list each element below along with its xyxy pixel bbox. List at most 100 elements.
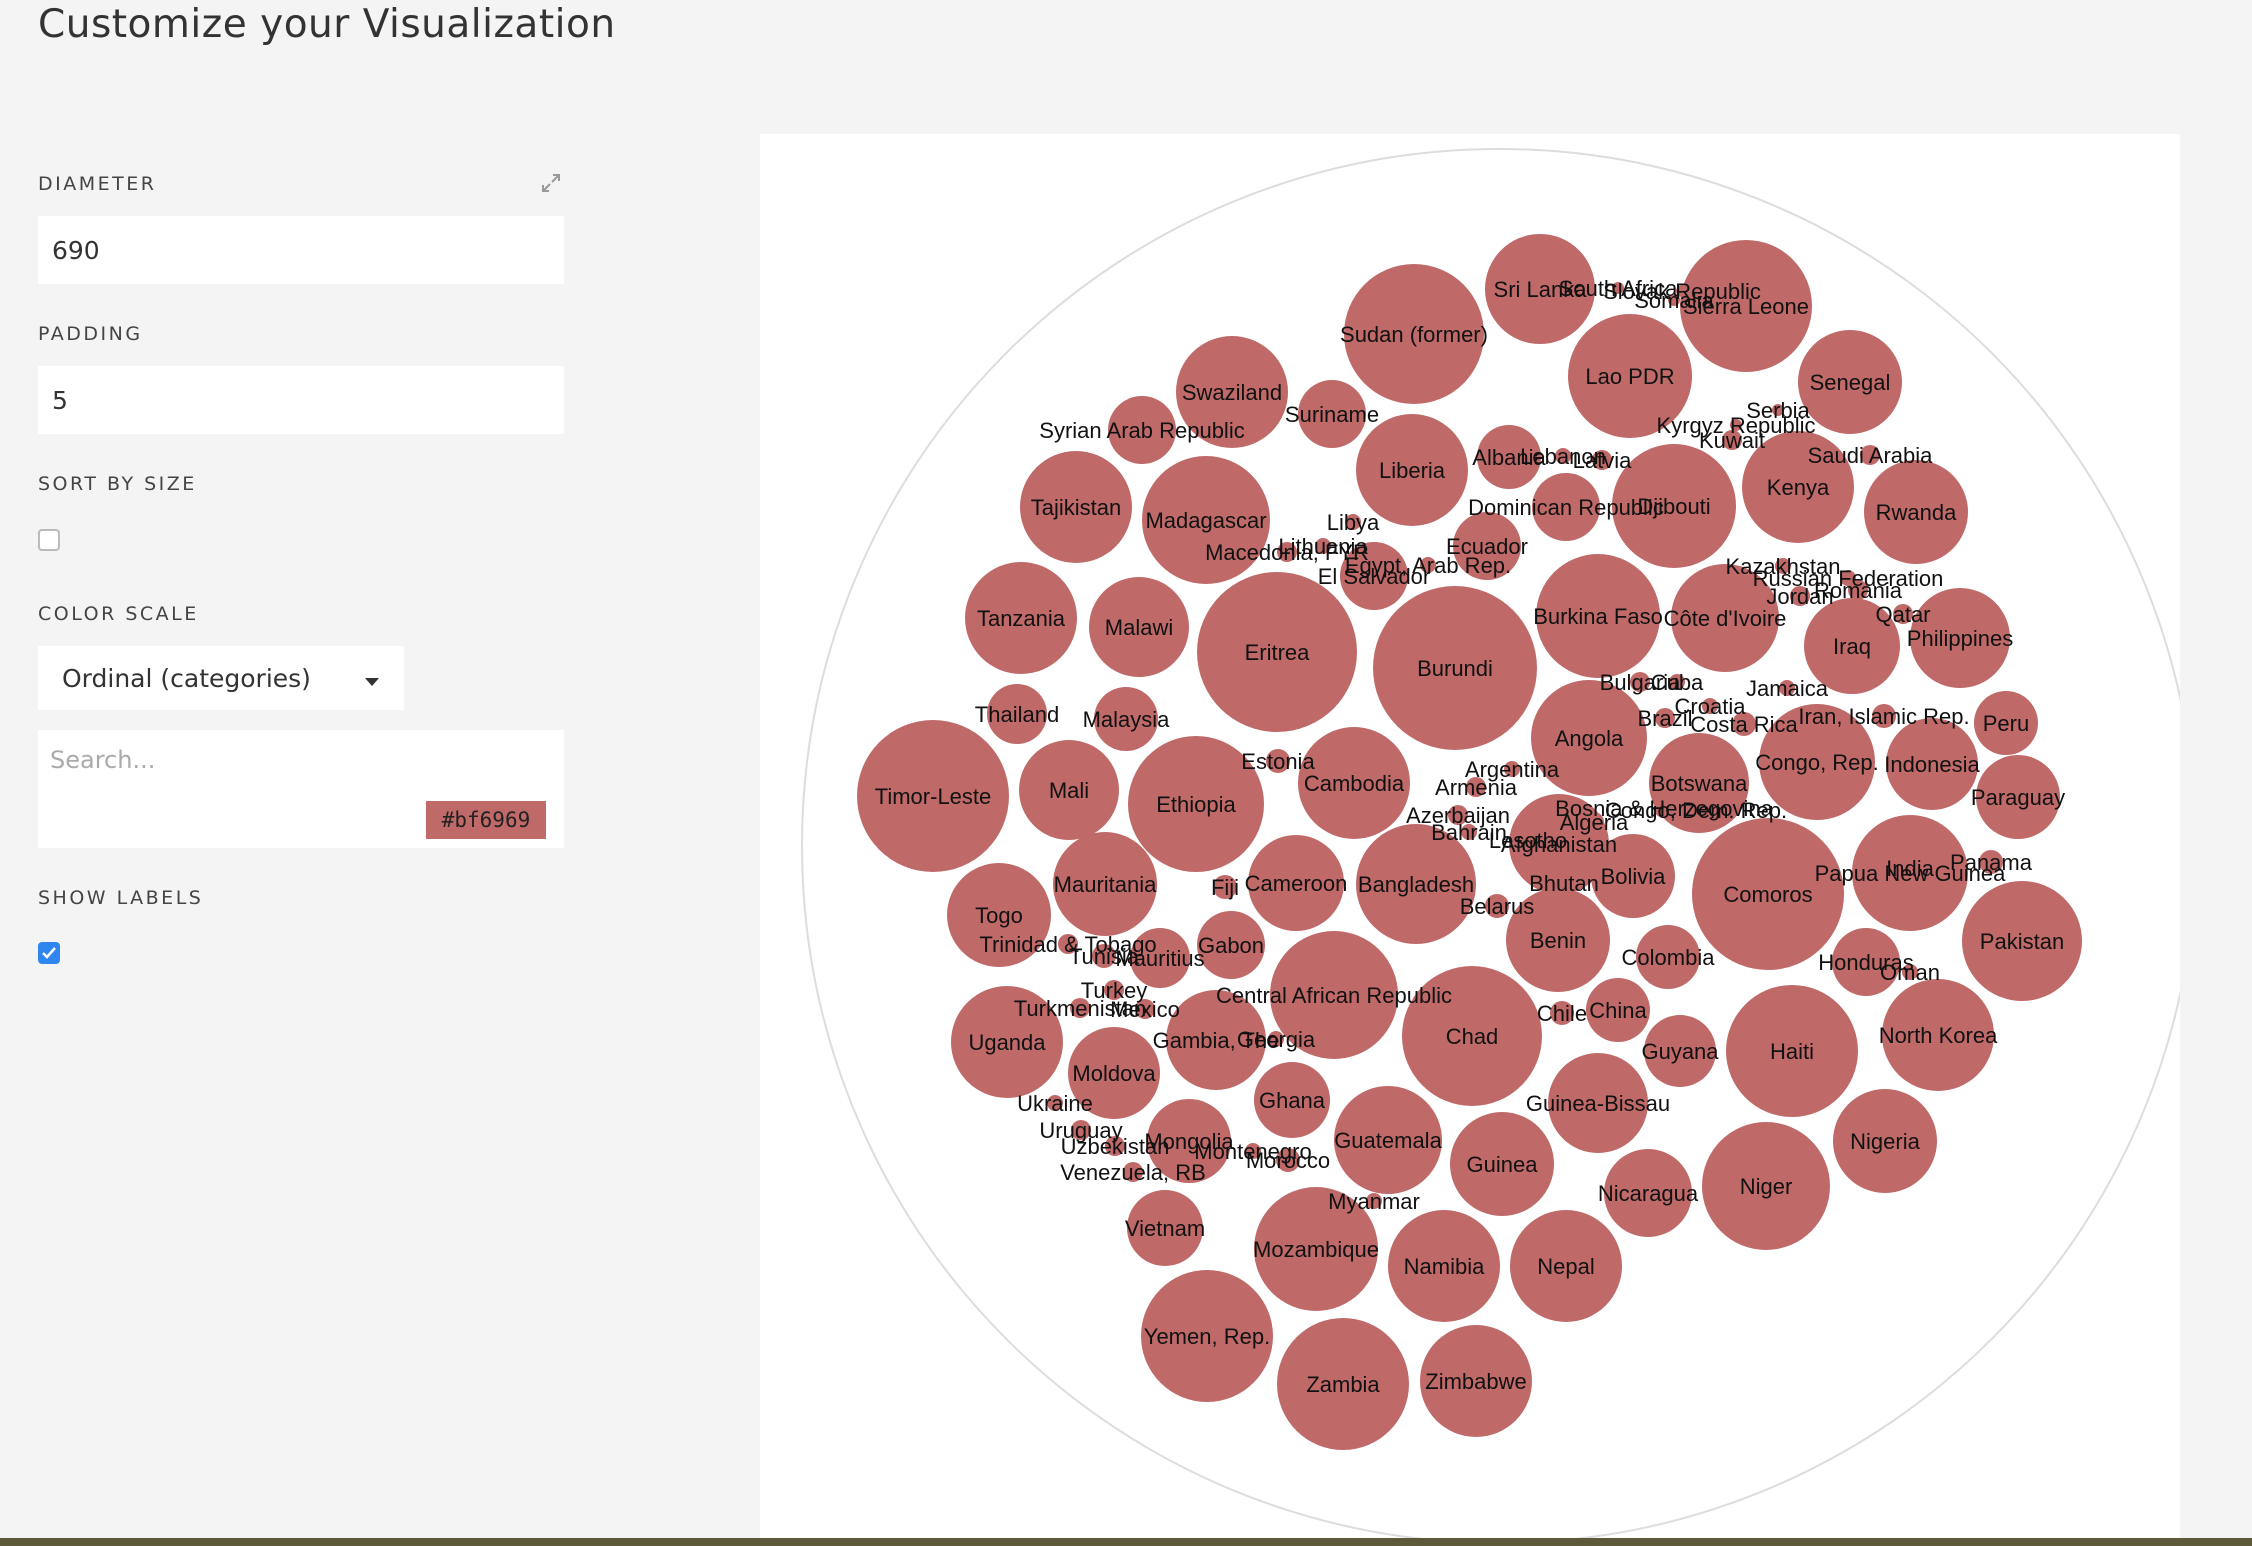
bubble[interactable] [1344,264,1484,404]
bubble[interactable] [1974,691,2038,755]
bubble[interactable] [1070,998,1090,1018]
bubble[interactable] [1655,708,1675,728]
bubble[interactable] [1848,580,1868,600]
bubble[interactable] [1147,1099,1231,1183]
bubble[interactable] [1270,931,1398,1059]
bubble[interactable] [1882,979,1994,1091]
bubble[interactable] [1775,558,1791,574]
show-labels-checkbox[interactable] [38,942,60,964]
bubble[interactable] [1702,698,1718,714]
bubble[interactable] [1979,850,2003,874]
sort-by-size-checkbox[interactable] [38,529,60,551]
bubble[interactable] [1135,999,1155,1019]
bubble[interactable] [1686,800,1706,820]
bubble[interactable] [1197,911,1265,979]
bubble[interactable] [1833,1089,1937,1193]
bubble[interactable] [1254,1187,1378,1311]
bubble[interactable] [1702,1122,1830,1250]
bubble[interactable] [987,684,1047,744]
bubble[interactable] [1550,1001,1574,1025]
bubble[interactable] [1779,680,1795,696]
bubble[interactable] [1536,554,1660,678]
bubble[interactable] [1298,380,1366,448]
bubble[interactable] [1298,727,1410,839]
bubble[interactable] [1176,336,1288,448]
bubble[interactable] [1612,444,1736,568]
bubble[interactable] [1340,542,1408,610]
bubble[interactable] [1142,456,1270,584]
bubble[interactable] [1356,824,1476,944]
bubble[interactable] [1586,978,1650,1042]
bubble[interactable] [1485,894,1509,918]
bubble[interactable] [1020,451,1132,563]
bubble[interactable] [1466,777,1486,797]
bubble[interactable] [1732,712,1756,736]
bubble[interactable] [1356,414,1468,526]
bubble[interactable] [1671,564,1779,672]
bubble[interactable] [1962,881,2082,1001]
bubble[interactable] [1450,1112,1554,1216]
bubble[interactable] [1556,875,1572,891]
bubble[interactable] [1477,425,1541,489]
bubble[interactable] [1127,1190,1203,1266]
bubble[interactable] [1668,294,1680,306]
bubble[interactable] [1893,604,1913,624]
bubble[interactable] [1692,818,1844,970]
bubble[interactable] [1402,966,1542,1106]
bubble[interactable] [1448,805,1468,825]
bubble[interactable] [1420,557,1436,573]
bubble[interactable] [1276,1148,1300,1172]
bubble[interactable] [1213,875,1237,899]
bubble[interactable] [1141,1270,1273,1402]
bubble[interactable] [1197,572,1357,732]
bubble[interactable] [1568,314,1692,438]
bubble[interactable] [1832,928,1900,996]
bubble[interactable] [1268,1031,1284,1047]
bubble[interactable] [1420,1325,1532,1437]
color-scale-select[interactable]: Ordinal (categories) [38,646,404,710]
color-hex-chip[interactable]: #bf6969 [426,801,546,839]
bubble[interactable] [1604,1149,1692,1237]
bubble[interactable] [1872,704,1896,728]
bubble[interactable] [1730,419,1742,431]
bubble[interactable] [1532,473,1600,541]
bubble[interactable] [1612,282,1624,294]
bubble[interactable] [1636,925,1700,989]
bubble[interactable] [1108,396,1176,464]
bubble[interactable] [1068,1027,1160,1119]
bubble[interactable] [1366,1193,1382,1209]
bubble[interactable] [1654,798,1674,818]
bubble[interactable] [1504,761,1520,777]
bubble[interactable] [1089,577,1189,677]
bubble[interactable] [1548,1053,1648,1153]
bubble[interactable] [1742,431,1854,543]
bubble[interactable] [1772,404,1784,416]
bubble[interactable] [1071,1120,1091,1140]
bubble[interactable] [1886,718,1978,810]
bubble[interactable] [1722,430,1742,450]
color-search-input[interactable] [38,730,564,790]
bubble[interactable] [1277,542,1297,562]
bubble[interactable] [1019,740,1119,840]
bubble[interactable] [1506,888,1610,992]
bubble[interactable] [1461,824,1477,840]
padding-input[interactable] [38,366,564,434]
bubble[interactable] [1555,448,1571,464]
diameter-input[interactable] [38,216,564,284]
bubble[interactable] [1759,704,1875,820]
bubble[interactable] [1630,672,1650,692]
bubble[interactable] [1592,450,1612,470]
bubble[interactable] [1798,330,1902,434]
bubble[interactable] [1128,736,1264,872]
bubble[interactable] [1510,1210,1622,1322]
bubble[interactable] [1105,1136,1125,1156]
bubble[interactable] [1804,598,1900,694]
bubble[interactable] [1726,985,1858,1117]
bubble[interactable] [1130,928,1190,988]
expand-icon[interactable] [540,172,562,194]
bubble[interactable] [1047,1095,1063,1111]
bubble[interactable] [1680,240,1812,372]
bubble[interactable] [1166,990,1266,1090]
bubble[interactable] [1531,680,1647,796]
bubble[interactable] [951,986,1063,1098]
